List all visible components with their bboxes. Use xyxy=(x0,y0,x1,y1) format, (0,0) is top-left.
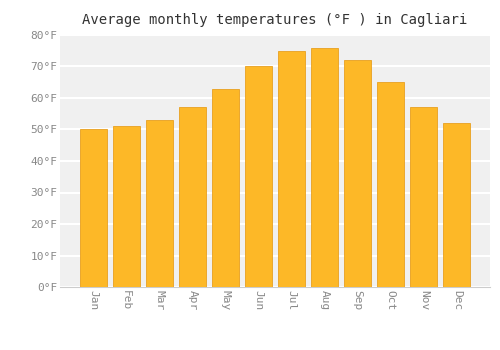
Bar xyxy=(377,82,404,287)
Bar xyxy=(112,126,140,287)
Bar xyxy=(245,66,272,287)
Bar xyxy=(80,130,106,287)
Bar xyxy=(344,60,371,287)
Bar xyxy=(311,48,338,287)
Bar xyxy=(410,107,438,287)
Bar xyxy=(179,107,206,287)
Bar xyxy=(212,89,239,287)
Title: Average monthly temperatures (°F ) in Cagliari: Average monthly temperatures (°F ) in Ca… xyxy=(82,13,468,27)
Bar xyxy=(278,51,305,287)
Bar xyxy=(444,123,470,287)
Bar xyxy=(146,120,173,287)
